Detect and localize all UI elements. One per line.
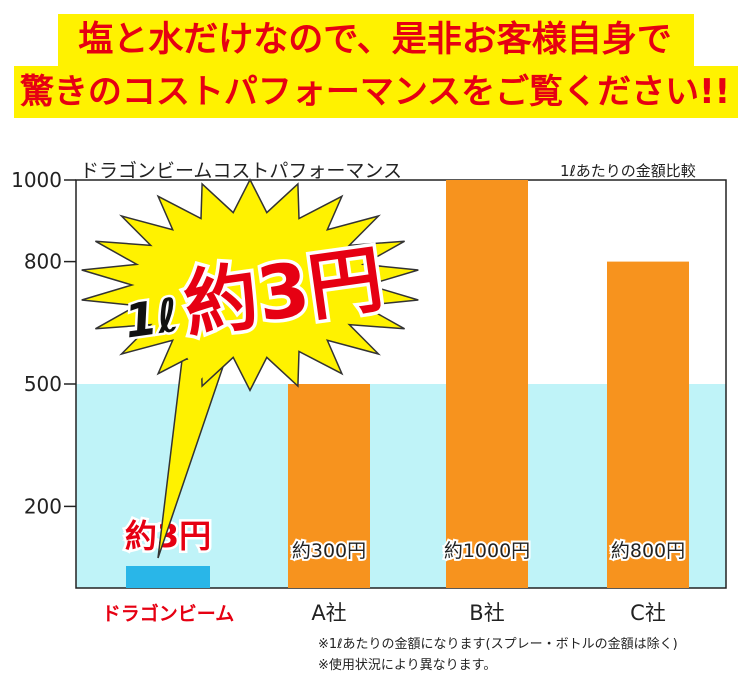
y-tick-label: 200 (24, 494, 62, 518)
footnote-1: ※1ℓあたりの金額になります(スプレー・ボトルの金額は除く) (318, 637, 678, 652)
headline-line2-highlight (14, 66, 738, 118)
x-category-label: B社 (469, 601, 504, 625)
callout-seam (184, 346, 232, 380)
y-tick-label: 500 (24, 372, 62, 396)
data-label: 約1000円 (444, 540, 530, 562)
callout-prefix: 1ℓ (121, 288, 182, 349)
callout-burst (81, 177, 419, 393)
chart-subtitle: 1ℓあたりの金額比較 (560, 162, 696, 180)
footnote-2: ※使用状況により異なります。 (318, 658, 497, 673)
x-category-label: C社 (630, 601, 666, 625)
bar-4 (607, 261, 689, 588)
data-label: 約800円 (611, 540, 685, 562)
y-tick-label: 1000 (11, 168, 62, 192)
x-category-label: ドラゴンビーム (102, 602, 234, 625)
bar-1 (126, 566, 210, 588)
headline-line2: 驚きのコストパフォーマンスをご覧ください!! (19, 72, 731, 112)
footnotes: ※1ℓあたりの金額になります(スプレー・ボトルの金額は除く) ※使用状況により異… (318, 634, 678, 675)
headline-line1-highlight (58, 14, 694, 66)
data-label: 約300円 (292, 540, 366, 562)
y-tick-label: 800 (24, 250, 62, 274)
headline-line1: 塩と水だけなので、是非お客様自身で (78, 20, 672, 60)
x-category-label: A社 (311, 601, 346, 625)
chart-title: ドラゴンビームコストパフォーマンス (80, 160, 403, 182)
bar-3 (446, 180, 528, 588)
bar-2 (288, 384, 370, 588)
